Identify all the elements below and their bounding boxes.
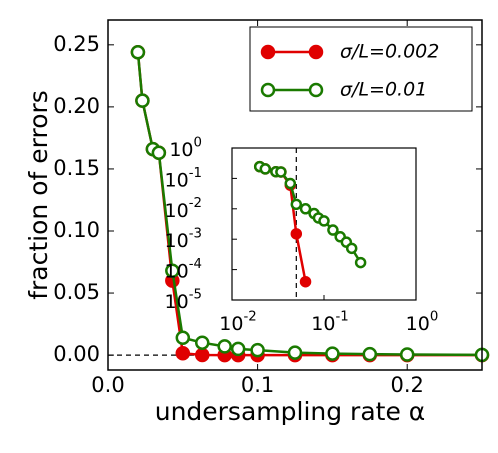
data-point (318, 215, 330, 227)
data-point (345, 242, 358, 255)
data-point (130, 45, 146, 60)
y-tick-label: 0.25 (53, 32, 100, 56)
legend-label: σ/L=0.01 (340, 79, 427, 101)
x-axis-label: undersampling rate α (155, 397, 426, 426)
legend-marker (260, 82, 276, 98)
data-point (175, 345, 191, 361)
data-point (299, 203, 312, 215)
data-point (284, 177, 297, 190)
data-point (194, 335, 210, 350)
data-point (194, 347, 210, 363)
data-point (299, 275, 312, 288)
x-tick-label: 0.2 (390, 373, 423, 397)
inset-y-tick-label: 10-2 (165, 196, 202, 221)
legend-marker (308, 44, 324, 60)
y-tick-label: 0.10 (53, 218, 100, 242)
data-point (325, 346, 340, 361)
data-point (165, 263, 180, 278)
inset-y-tick-label: 10-1 (165, 166, 202, 191)
x-tick-label: 0.0 (91, 373, 124, 397)
y-tick-label: 0.20 (53, 94, 100, 118)
y-tick-label: 0.00 (53, 342, 100, 366)
data-point (399, 347, 415, 362)
legend-marker (260, 44, 276, 60)
legend-box (249, 26, 473, 112)
inset-y-tick-label: 100 (169, 135, 202, 160)
legend-label: σ/L=0.002 (340, 41, 439, 63)
y-tick-label: 0.15 (53, 156, 100, 180)
data-point (275, 166, 287, 178)
data-point (327, 224, 339, 236)
inset-x-tick-label: 10-2 (219, 309, 256, 334)
data-point (354, 256, 367, 269)
inset-y-tick-label: 10-4 (165, 257, 202, 282)
data-point (135, 93, 150, 108)
inset-y-tick-label: 10-3 (165, 227, 202, 252)
x-tick-label: 0.1 (241, 373, 274, 397)
inset-x-tick-label: 10-1 (311, 309, 348, 334)
data-point (287, 345, 303, 360)
data-point (250, 342, 265, 358)
inset-x-tick-label: 100 (406, 309, 439, 334)
data-point (230, 341, 246, 357)
legend-marker (308, 82, 324, 98)
inset (231, 147, 417, 301)
y-axis-label: fraction of errors (24, 90, 53, 300)
data-point (290, 228, 303, 240)
y-tick-label: 0.05 (53, 280, 100, 304)
plot-frame (107, 19, 483, 371)
data-point (362, 346, 378, 362)
data-point (175, 330, 191, 345)
data-point (217, 339, 232, 354)
data-point (259, 163, 272, 175)
inset-y-tick-label: 10-5 (165, 287, 202, 312)
inset-frame (231, 147, 417, 301)
data-point (151, 145, 167, 161)
data-point (290, 198, 303, 211)
